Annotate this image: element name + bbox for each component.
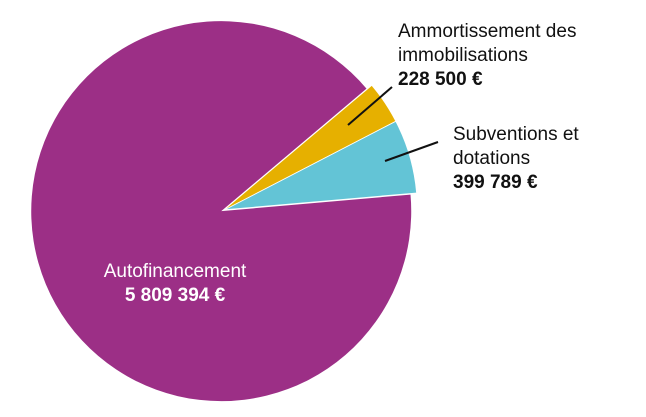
category-label: Ammortissement des immobilisations [398, 21, 577, 66]
value-label: 5 809 394 € [124, 285, 226, 306]
value-label: 399 789 € [453, 172, 538, 193]
pie-slice [226, 85, 396, 209]
slice-label: Autofinancement 5 809 394 € [60, 260, 290, 308]
leader-line [384, 141, 439, 162]
slice-label: Subventions et dotations 399 789 € [453, 123, 603, 195]
leader-line [347, 86, 393, 126]
pie-slice [31, 21, 412, 402]
slice-label: Ammortissement des immobilisations 228 5… [398, 20, 638, 92]
category-label: Autofinancement [103, 261, 247, 282]
category-label: Subventions et dotations [453, 124, 579, 169]
pie-slice [226, 121, 417, 210]
value-label: 228 500 € [398, 69, 483, 90]
